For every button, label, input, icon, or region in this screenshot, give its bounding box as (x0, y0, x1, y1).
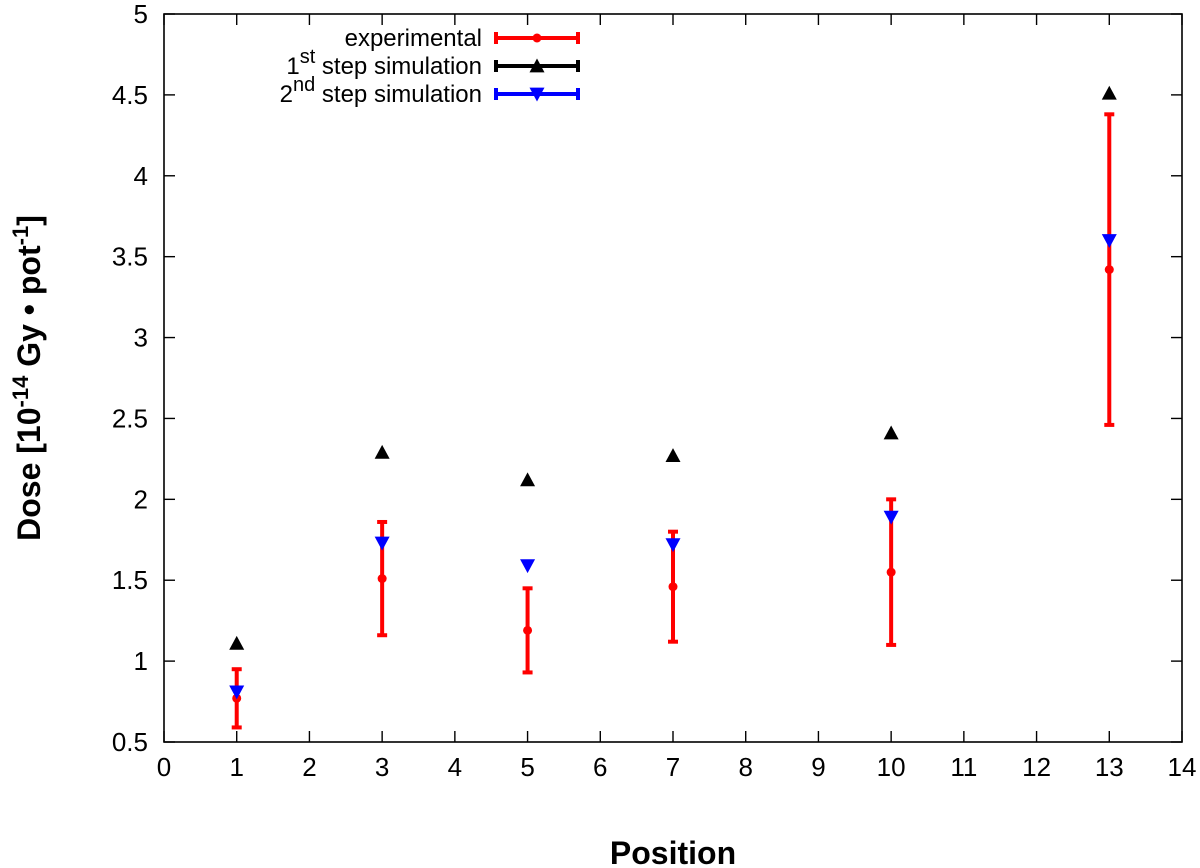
x-tick-label: 11 (950, 752, 977, 782)
y-tick-label: 3.5 (112, 242, 148, 272)
x-tick-label: 12 (1022, 752, 1051, 782)
y-tick-label: 2.5 (112, 403, 148, 433)
x-tick-label: 5 (520, 752, 534, 782)
experimental-point (886, 567, 896, 577)
step2-simulation-point (883, 510, 899, 525)
step2-simulation-point (1101, 234, 1117, 248)
y-axis-title-exponent: -1 (8, 226, 33, 246)
experimental-point (377, 574, 387, 584)
y-axis-title-part: Gy • pot (11, 245, 47, 376)
x-tick-label: 14 (1168, 752, 1197, 782)
y-tick-label: 3 (134, 323, 148, 353)
experimental-point (1104, 265, 1114, 275)
x-tick-label: 3 (375, 752, 389, 782)
y-axis-title-part: ] (11, 215, 47, 226)
experimental-point (668, 582, 678, 592)
step1-simulation-point (520, 472, 536, 487)
step2-simulation-point (374, 536, 390, 551)
y-tick-label: 0.5 (112, 727, 148, 757)
plot-area-frame (163, 13, 1183, 743)
x-tick-label: 4 (448, 752, 462, 782)
x-axis-title: Position (610, 835, 736, 868)
y-tick-label: 4.5 (112, 80, 148, 110)
x-tick-label: 2 (302, 752, 316, 782)
y-axis-title-exponent: -14 (8, 375, 33, 408)
legend-marker (529, 87, 545, 102)
step2-simulation-point (229, 685, 245, 700)
legend-label: 1st step simulation (286, 46, 482, 80)
legend-label: 2nd step simulation (280, 74, 482, 108)
x-tick-label: 10 (877, 752, 906, 782)
legend-marker (532, 33, 542, 43)
y-tick-label: 1.5 (112, 565, 148, 595)
x-tick-label: 6 (593, 752, 607, 782)
step2-simulation-point (520, 559, 536, 574)
y-tick-label: 5 (134, 0, 148, 29)
axis-tick-labels: 0 1 2 3 4 5 6 7 8 9 10 11 12 13 140.511.522.533.544.55 (112, 0, 1197, 782)
x-tick-label: 9 (811, 752, 825, 782)
step1-simulation-point (1101, 85, 1117, 100)
x-tick-label: 7 (666, 752, 680, 782)
axis-ticks (163, 13, 1183, 743)
y-tick-label: 4 (134, 161, 148, 191)
y-axis-title: Dose [10-14 Gy • pot-1] (8, 215, 48, 541)
x-tick-label: 0 (157, 752, 171, 782)
y-tick-label: 2 (134, 484, 148, 514)
data-marks (229, 85, 1117, 730)
legend-label: experimental (345, 25, 482, 52)
y-axis-title-part: Dose [10 (11, 407, 47, 540)
x-tick-label: 1 (229, 752, 243, 782)
step1-simulation-point (665, 448, 681, 463)
legend-marker (529, 58, 545, 73)
x-tick-label: 13 (1095, 752, 1124, 782)
step1-simulation-point (883, 425, 899, 440)
step1-simulation-point (374, 444, 390, 459)
experimental-point (523, 625, 533, 635)
x-tick-label: 8 (738, 752, 752, 782)
y-tick-label: 1 (134, 646, 148, 676)
step1-simulation-point (229, 635, 245, 650)
step2-simulation-point (665, 538, 681, 553)
